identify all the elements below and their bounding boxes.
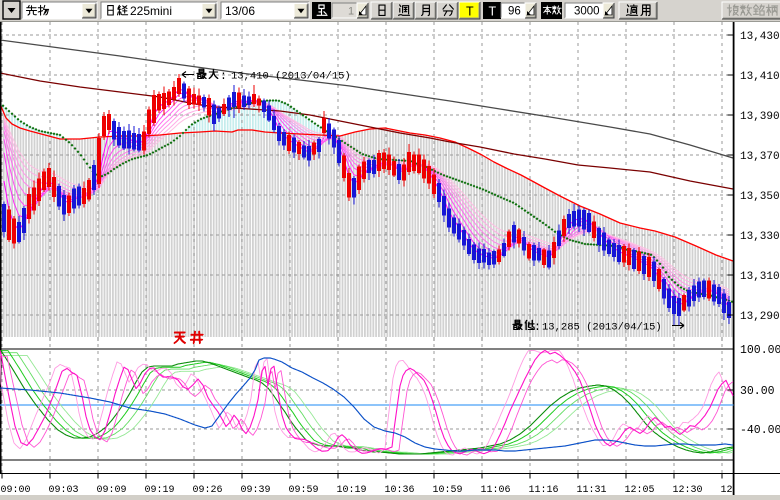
svg-text:13,285 (2013/04/15): 13,285 (2013/04/15) (542, 322, 662, 334)
svg-text:12:30: 12:30 (673, 485, 703, 496)
svg-text:13,350: 13,350 (740, 191, 780, 203)
svg-text::: : (220, 70, 227, 83)
svg-text::: : (534, 321, 541, 334)
svg-text:09:19: 09:19 (145, 485, 175, 496)
svg-text:13,390: 13,390 (740, 111, 780, 123)
svg-text:13,430: 13,430 (740, 31, 780, 43)
svg-text:100.00: 100.00 (740, 344, 780, 357)
svg-text:11:31: 11:31 (577, 485, 607, 496)
svg-text:12:05: 12:05 (625, 485, 655, 496)
svg-text:225mini: 225mini (130, 4, 172, 18)
svg-text:11:16: 11:16 (529, 485, 559, 496)
svg-text:13/06: 13/06 (225, 4, 255, 18)
svg-text:13,330: 13,330 (740, 231, 780, 243)
svg-text:10:59: 10:59 (433, 485, 463, 496)
svg-text:13,290: 13,290 (740, 311, 780, 323)
svg-text:3000: 3000 (574, 6, 600, 18)
svg-text:09:26: 09:26 (193, 485, 223, 496)
svg-text:13,310: 13,310 (740, 271, 780, 283)
svg-text:10:19: 10:19 (337, 485, 367, 496)
svg-text:13,370: 13,370 (740, 151, 780, 163)
svg-text:T: T (489, 5, 497, 19)
svg-text:11:06: 11:06 (481, 485, 511, 496)
svg-text:1: 1 (348, 6, 354, 18)
svg-text:12: 12 (721, 485, 733, 496)
svg-text:09:03: 09:03 (49, 485, 79, 496)
svg-text:96: 96 (508, 6, 521, 18)
svg-text:09:00: 09:00 (1, 485, 31, 496)
svg-text:10:36: 10:36 (385, 485, 415, 496)
svg-text:13,410 (2013/04/15): 13,410 (2013/04/15) (231, 71, 351, 83)
svg-text:13,410: 13,410 (740, 71, 780, 83)
svg-text:30.00: 30.00 (740, 385, 775, 398)
svg-text:T: T (466, 5, 474, 19)
svg-text:09:09: 09:09 (97, 485, 127, 496)
svg-text:-40.00: -40.00 (740, 424, 780, 437)
svg-text:09:39: 09:39 (241, 485, 271, 496)
svg-text:09:59: 09:59 (289, 485, 319, 496)
